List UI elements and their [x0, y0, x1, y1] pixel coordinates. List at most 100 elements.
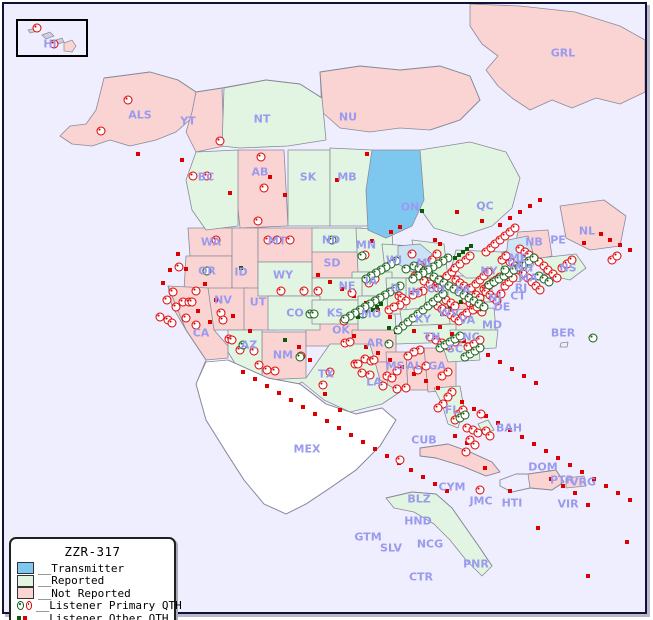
listener-other-qth-red-marker[interactable] — [536, 526, 540, 530]
listener-other-qth-green-marker[interactable] — [356, 315, 360, 319]
listener-other-qth-red-marker[interactable] — [283, 193, 287, 197]
listener-other-qth-red-marker[interactable] — [208, 320, 212, 324]
listener-other-qth-red-marker[interactable] — [544, 449, 548, 453]
listener-primary-qth-red-marker[interactable] — [272, 235, 282, 245]
listener-primary-qth-green-marker[interactable] — [588, 333, 598, 343]
listener-other-qth-red-marker[interactable] — [338, 408, 342, 412]
listener-primary-qth-red-marker[interactable] — [535, 285, 545, 295]
listener-other-qth-red-marker[interactable] — [561, 484, 565, 488]
listener-primary-qth-green-marker[interactable] — [309, 309, 319, 319]
listener-other-qth-red-marker[interactable] — [522, 374, 526, 378]
listener-primary-qth-red-marker[interactable] — [96, 126, 106, 136]
listener-primary-qth-red-marker[interactable] — [188, 171, 198, 181]
listener-other-qth-red-marker[interactable] — [528, 204, 532, 208]
listener-other-qth-green-marker[interactable] — [469, 244, 473, 248]
listener-primary-qth-red-marker[interactable] — [483, 267, 493, 277]
listener-primary-qth-red-marker[interactable] — [215, 136, 225, 146]
listener-other-qth-red-marker[interactable] — [510, 367, 514, 371]
listener-other-qth-red-marker[interactable] — [231, 314, 235, 318]
listener-other-qth-red-marker[interactable] — [136, 152, 140, 156]
listener-other-qth-red-marker[interactable] — [253, 377, 257, 381]
listener-primary-qth-red-marker[interactable] — [465, 251, 475, 261]
listener-other-qth-red-marker[interactable] — [196, 309, 200, 313]
listener-primary-qth-red-marker[interactable] — [256, 152, 266, 162]
listener-primary-qth-red-marker[interactable] — [552, 273, 562, 283]
listener-other-qth-green-marker[interactable] — [371, 308, 375, 312]
listener-primary-qth-red-marker[interactable] — [353, 359, 363, 369]
listener-primary-qth-green-marker[interactable] — [544, 277, 554, 287]
listener-primary-qth-green-marker[interactable] — [340, 314, 350, 324]
listener-other-qth-red-marker[interactable] — [364, 345, 368, 349]
listener-other-qth-green-marker[interactable] — [283, 338, 287, 342]
listener-other-qth-red-marker[interactable] — [228, 191, 232, 195]
listener-primary-qth-red-marker[interactable] — [403, 351, 413, 361]
listener-primary-qth-red-marker[interactable] — [395, 455, 405, 465]
listener-other-qth-red-marker[interactable] — [289, 398, 293, 402]
listener-other-qth-red-marker[interactable] — [518, 210, 522, 214]
listener-other-qth-red-marker[interactable] — [268, 175, 272, 179]
listener-other-qth-red-marker[interactable] — [323, 392, 327, 396]
listener-primary-qth-green-marker[interactable] — [455, 331, 465, 341]
listener-other-qth-red-marker[interactable] — [301, 405, 305, 409]
listener-other-qth-green-marker[interactable] — [461, 250, 465, 254]
listener-other-qth-red-marker[interactable] — [438, 325, 442, 329]
listener-primary-qth-red-marker[interactable] — [378, 381, 388, 391]
listener-primary-qth-red-marker[interactable] — [249, 346, 259, 356]
listener-other-qth-red-marker[interactable] — [538, 198, 542, 202]
listener-other-qth-green-marker[interactable] — [453, 256, 457, 260]
listener-other-qth-red-marker[interactable] — [297, 345, 301, 349]
listener-primary-qth-red-marker[interactable] — [49, 39, 59, 49]
listener-primary-qth-red-marker[interactable] — [218, 315, 228, 325]
listener-other-qth-red-marker[interactable] — [308, 358, 312, 362]
listener-other-qth-red-marker[interactable] — [438, 242, 442, 246]
listener-primary-qth-red-marker[interactable] — [392, 384, 402, 394]
listener-primary-qth-red-marker[interactable] — [432, 249, 442, 259]
listener-other-qth-red-marker[interactable] — [453, 434, 457, 438]
listener-primary-qth-red-marker[interactable] — [567, 255, 577, 265]
listener-primary-qth-red-marker[interactable] — [401, 383, 411, 393]
listener-other-qth-red-marker[interactable] — [455, 210, 459, 214]
listener-other-qth-red-marker[interactable] — [616, 491, 620, 495]
listener-other-qth-green-marker[interactable] — [420, 209, 424, 213]
listener-other-qth-red-marker[interactable] — [412, 372, 416, 376]
listener-primary-qth-red-marker[interactable] — [496, 289, 506, 299]
listener-primary-qth-red-marker[interactable] — [174, 262, 184, 272]
listener-other-qth-red-marker[interactable] — [586, 574, 590, 578]
listener-other-qth-red-marker[interactable] — [398, 225, 402, 229]
listener-other-qth-red-marker[interactable] — [313, 412, 317, 416]
listener-primary-qth-green-marker[interactable] — [479, 302, 489, 312]
listener-other-qth-red-marker[interactable] — [498, 223, 502, 227]
listener-other-qth-red-marker[interactable] — [370, 239, 374, 243]
listener-primary-qth-red-marker[interactable] — [347, 288, 357, 298]
listener-other-qth-red-marker[interactable] — [592, 477, 596, 481]
listener-other-qth-red-marker[interactable] — [335, 178, 339, 182]
listener-other-qth-red-marker[interactable] — [608, 238, 612, 242]
listener-other-qth-green-marker[interactable] — [440, 312, 444, 316]
listener-primary-qth-green-marker[interactable] — [408, 274, 418, 284]
listener-primary-qth-red-marker[interactable] — [501, 251, 511, 261]
listener-other-qth-green-marker[interactable] — [387, 326, 391, 330]
listener-primary-qth-red-marker[interactable] — [299, 286, 309, 296]
listener-primary-qth-red-marker[interactable] — [345, 337, 355, 347]
listener-other-qth-red-marker[interactable] — [365, 152, 369, 156]
listener-primary-qth-red-marker[interactable] — [475, 485, 485, 495]
listener-other-qth-red-marker[interactable] — [486, 353, 490, 357]
listener-other-qth-red-marker[interactable] — [436, 386, 440, 390]
listener-primary-qth-green-marker[interactable] — [384, 339, 394, 349]
listener-other-qth-red-marker[interactable] — [352, 334, 356, 338]
listener-primary-qth-red-marker[interactable] — [389, 302, 399, 312]
listener-other-qth-red-marker[interactable] — [496, 421, 500, 425]
listener-other-qth-red-marker[interactable] — [325, 419, 329, 423]
listener-primary-qth-red-marker[interactable] — [443, 367, 453, 377]
listener-primary-qth-red-marker[interactable] — [259, 183, 269, 193]
listener-primary-qth-red-marker[interactable] — [168, 287, 178, 297]
listener-primary-qth-red-marker[interactable] — [181, 313, 191, 323]
listener-primary-qth-green-marker[interactable] — [238, 340, 248, 350]
listener-other-qth-red-marker[interactable] — [376, 351, 380, 355]
listener-other-qth-red-marker[interactable] — [433, 238, 437, 242]
listener-other-qth-red-marker[interactable] — [508, 428, 512, 432]
listener-primary-qth-red-marker[interactable] — [470, 440, 480, 450]
listener-other-qth-red-marker[interactable] — [445, 489, 449, 493]
listener-primary-qth-red-marker[interactable] — [421, 361, 431, 371]
